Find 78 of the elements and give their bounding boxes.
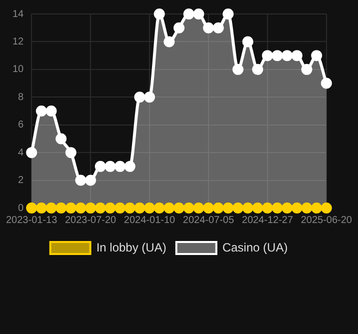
point <box>291 202 302 214</box>
x-tick-label: 2023-01-13 <box>6 214 58 226</box>
point <box>56 133 67 144</box>
point <box>46 106 57 116</box>
legend-label: Casino (UA) <box>222 240 288 254</box>
point <box>262 50 273 62</box>
point <box>174 202 184 214</box>
point <box>65 202 76 214</box>
point <box>252 64 264 75</box>
point <box>183 202 194 214</box>
point <box>311 50 322 62</box>
point <box>202 22 214 34</box>
y-tick-label: 2 <box>18 175 24 186</box>
point <box>272 202 283 214</box>
point <box>301 202 312 214</box>
point <box>272 50 283 62</box>
point <box>202 202 214 214</box>
point <box>56 202 67 214</box>
point <box>320 78 332 89</box>
point <box>212 22 224 34</box>
point <box>222 8 234 20</box>
y-tick-label: 4 <box>18 147 24 158</box>
y-tick-label: 8 <box>18 92 24 103</box>
point <box>301 64 312 75</box>
y-tick-label: 10 <box>12 64 24 76</box>
y-tick-label: 0 <box>18 202 24 214</box>
point <box>104 160 116 172</box>
point <box>85 174 96 186</box>
point <box>232 202 244 214</box>
point <box>36 106 47 116</box>
point <box>320 202 332 214</box>
point <box>144 202 156 214</box>
point <box>164 202 175 214</box>
y-tick-label: 12 <box>12 36 24 48</box>
point <box>222 202 234 214</box>
point <box>282 50 293 62</box>
point <box>242 36 254 48</box>
point <box>124 160 136 172</box>
x-tick-label: 2024-01-10 <box>124 214 176 226</box>
point <box>26 202 38 214</box>
point <box>311 202 322 214</box>
point <box>262 202 273 214</box>
legend-label: In lobby (UA) <box>96 240 166 254</box>
x-tick-label: 2023-07-20 <box>64 214 117 226</box>
point <box>212 202 224 214</box>
point <box>291 50 302 62</box>
point <box>36 202 47 214</box>
point <box>94 160 106 172</box>
point <box>193 8 204 20</box>
point <box>124 202 136 214</box>
point <box>26 147 38 158</box>
point <box>104 202 116 214</box>
point <box>183 8 194 20</box>
point <box>154 8 165 20</box>
point <box>242 202 254 214</box>
point <box>75 174 86 186</box>
point <box>164 36 175 48</box>
point <box>134 202 146 214</box>
point <box>114 160 126 172</box>
y-tick-label: 14 <box>12 8 24 20</box>
x-tick-label: 2024-12-27 <box>242 214 294 226</box>
point <box>193 202 204 214</box>
point <box>232 64 244 75</box>
x-tick-label: 2025-06-20 <box>300 214 352 226</box>
point <box>282 202 293 214</box>
point <box>46 202 57 214</box>
x-tick-label: 2024-07-05 <box>182 214 234 226</box>
point <box>65 147 76 158</box>
point <box>154 202 165 214</box>
point <box>114 202 126 214</box>
point <box>134 92 146 103</box>
point <box>144 92 156 103</box>
point <box>252 202 264 214</box>
point <box>75 202 86 214</box>
y-tick-label: 6 <box>18 120 24 131</box>
point <box>85 202 96 214</box>
point <box>94 202 106 214</box>
point <box>174 22 184 34</box>
